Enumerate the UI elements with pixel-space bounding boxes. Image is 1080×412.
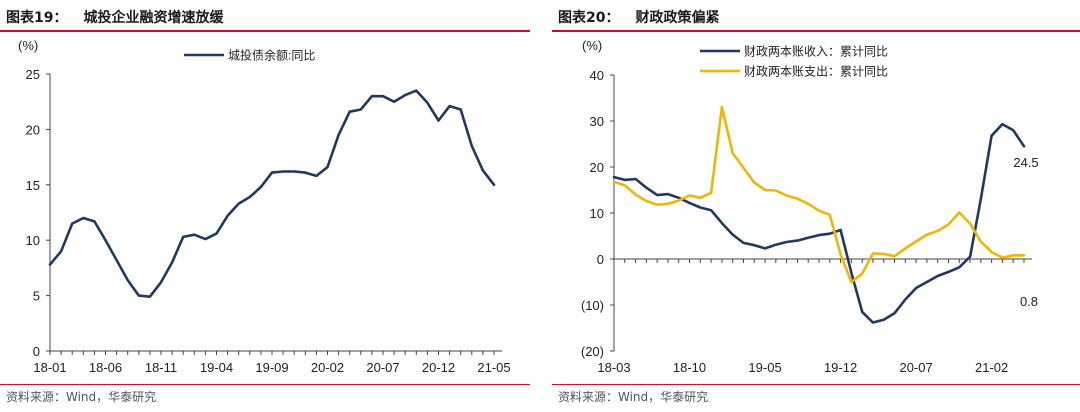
x-tick-label: 18-06: [89, 360, 122, 375]
source-note: 资料来源：Wind，华泰研究: [6, 390, 157, 404]
x-tick-label: 18-10: [673, 360, 706, 375]
data-annotation-2: 0.8: [1020, 294, 1038, 309]
legend-label-1: 城投债余额:同比: [228, 48, 315, 63]
x-tick-label: 19-05: [748, 360, 781, 375]
title-rule: [0, 30, 530, 32]
data-annotation-1: 24.5: [1013, 155, 1038, 170]
legend-label-1: 财政两本账收入：累计同比: [744, 45, 888, 59]
x-tick-label: 19-12: [824, 360, 857, 375]
chart-title-number: 图表19：: [6, 10, 68, 26]
series-line-1: [612, 122, 1026, 324]
x-tick-label: 18-03: [597, 360, 630, 375]
chart-title: 图表19： 城投企业融资增速放缓: [6, 7, 223, 27]
y-tick-label: 40: [590, 68, 604, 83]
x-tick-label: 20-07: [899, 360, 932, 375]
y-tick-label: 25: [26, 67, 40, 82]
x-tick-label: 21-02: [975, 360, 1008, 375]
chart-title: 图表20： 财政政策偏紧: [558, 7, 719, 27]
y-tick-label: 0: [33, 344, 40, 359]
x-tick-label: 20-07: [366, 360, 399, 375]
x-tick-label: 20-02: [311, 360, 344, 375]
legend-label-2: 财政两本账支出：累计同比: [744, 65, 888, 79]
y-tick-label: 5: [33, 289, 40, 304]
line-chart-fiscal-policy: (20) (10) 0 10 20 30 40 (%) 18-03 18-10 19-05 19-12…: [581, 38, 1039, 375]
chart-title-number: 图表20：: [558, 10, 620, 26]
x-tick-label: 18-11: [145, 360, 177, 375]
x-tick-label: 19-09: [255, 360, 288, 375]
y-tick-label: 20: [26, 122, 40, 137]
y-tick-label: 0: [597, 252, 604, 267]
y-tick-label: 10: [26, 233, 40, 248]
title-rule: [552, 30, 1080, 32]
series-line-1: [48, 89, 496, 298]
source-note: 资料来源：Wind，华泰研究: [558, 390, 709, 404]
y-axis-unit-label: (%): [582, 38, 602, 53]
y-tick-label: 15: [26, 178, 40, 193]
line-chart-urban-investment: 0 5 10 15 20 25 (%) 18-01 18-06 18-11 19-04 19-09 20…: [18, 38, 511, 375]
chart-title-text: 财政政策偏紧: [635, 10, 720, 26]
x-tick-label: 19-04: [200, 360, 233, 375]
x-tick-label: 18-01: [33, 360, 66, 375]
x-tick-label: 21-05: [477, 360, 510, 375]
source-rule: [552, 384, 1080, 385]
chart-panel-left: 图表19： 城投企业融资增速放缓 0 5 10 15 20 25 (%) 18-01 18-06 1…: [0, 0, 530, 412]
y-tick-label: (10): [581, 298, 604, 313]
source-rule: [0, 384, 530, 385]
y-tick-label: 20: [590, 160, 604, 175]
chart-title-text: 城投企业融资增速放缓: [83, 10, 224, 26]
x-tick-label: 20-12: [422, 360, 455, 375]
y-tick-label: 30: [590, 114, 604, 129]
y-tick-label: 10: [590, 206, 604, 221]
chart-panel-right: 图表20： 财政政策偏紧 (20) (10) 0 10 20 30 40 (%) 18-03 18-…: [552, 0, 1080, 412]
y-axis-unit-label: (%): [18, 38, 38, 53]
y-tick-label: (20): [581, 344, 604, 359]
series-line-2: [612, 105, 1026, 284]
